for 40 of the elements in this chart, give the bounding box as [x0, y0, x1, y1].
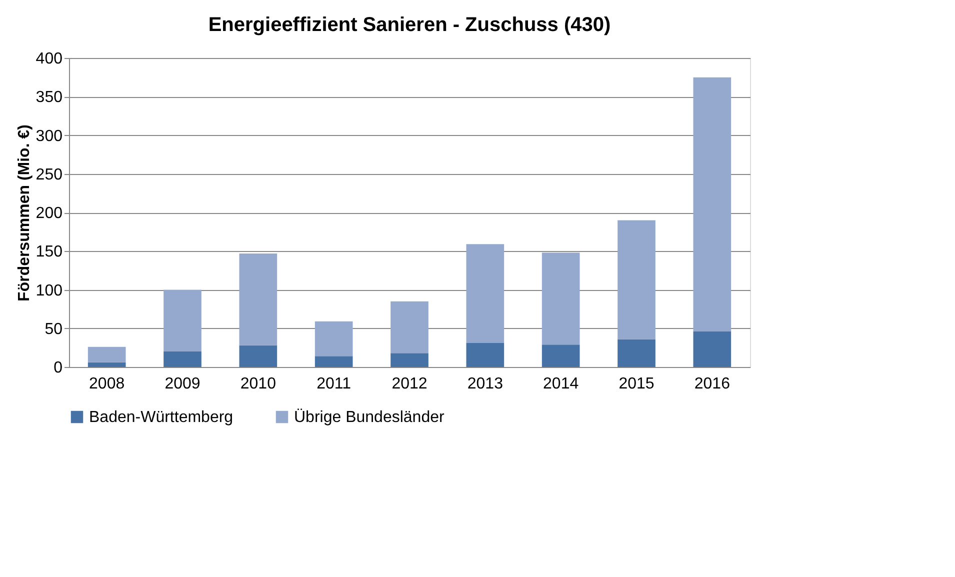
bar [542, 252, 580, 345]
x-tick-label: 2010 [240, 376, 276, 392]
bar [164, 352, 202, 367]
bar [390, 353, 428, 367]
y-tick-label: 0 [54, 360, 63, 376]
legend-label: Baden-Württemberg [89, 409, 234, 426]
bar [88, 346, 126, 362]
x-tick-label: 2016 [694, 376, 730, 392]
bar [390, 301, 428, 354]
x-tick-label: 2012 [392, 376, 428, 392]
bar [239, 345, 278, 367]
legend-label: Übrige Bundesländer [294, 408, 445, 426]
bar [164, 290, 202, 352]
x-tick-label: 2014 [543, 376, 579, 392]
y-tick-label: 350 [36, 89, 63, 106]
y-tick-label: 200 [36, 205, 63, 222]
bar [466, 343, 504, 367]
bar [618, 220, 656, 340]
y-tick-label: 100 [36, 282, 63, 300]
bar [466, 244, 504, 344]
bar [542, 344, 580, 367]
bar [693, 77, 732, 332]
y-tick-label: 50 [44, 320, 63, 338]
x-tick-label: 2013 [467, 376, 504, 392]
y-tick-label: 250 [36, 166, 63, 184]
y-tick-label: 150 [36, 244, 63, 261]
bar [239, 253, 278, 346]
bar [314, 356, 353, 367]
bar [88, 362, 126, 367]
bar [314, 321, 353, 356]
x-tick-label: 2008 [89, 376, 125, 392]
chart-title: Energieeffizient Sanieren - Zuschuss (430) [208, 14, 611, 36]
x-tick-label: 2015 [618, 376, 654, 392]
bar [618, 339, 656, 367]
x-tick-label: 2011 [316, 376, 352, 392]
y-axis-title: Fördersummen (Mio. €) [16, 124, 33, 302]
y-tick-label: 400 [36, 50, 63, 68]
y-tick-label: 300 [36, 128, 63, 145]
bar [693, 331, 732, 367]
x-tick-label: 2009 [164, 376, 200, 392]
